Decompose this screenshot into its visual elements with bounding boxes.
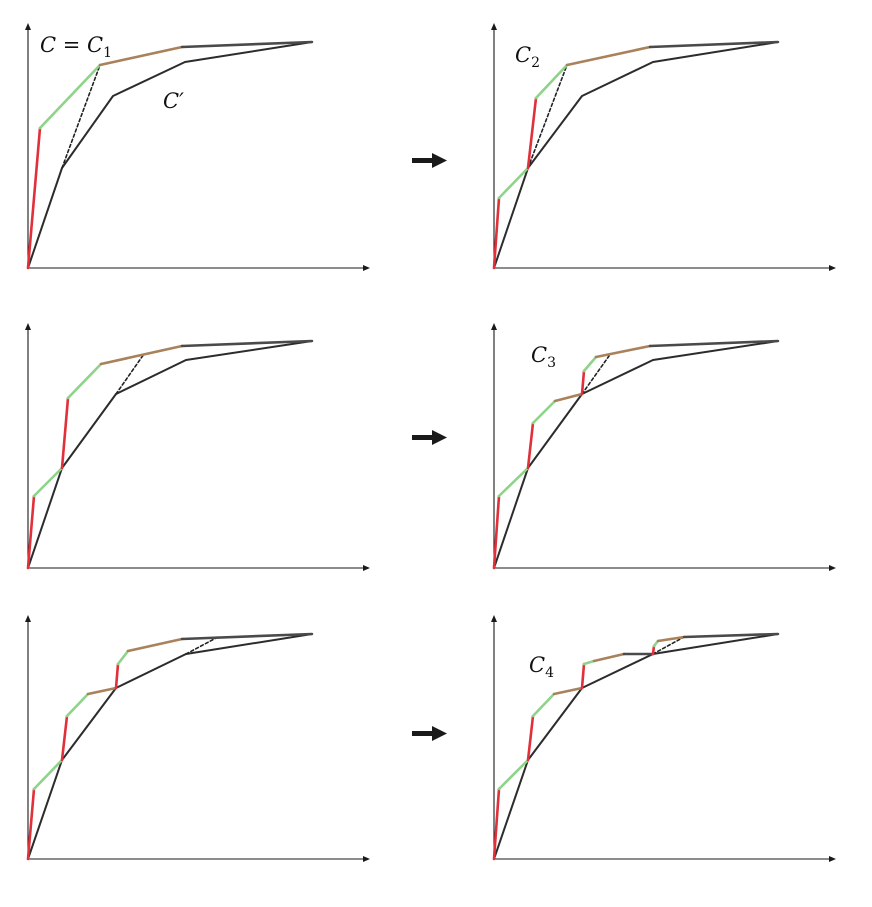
green-segment	[497, 758, 530, 791]
red-segment	[526, 714, 535, 762]
green-segment	[32, 466, 64, 498]
axes	[491, 23, 836, 271]
reference-curve	[27, 41, 313, 269]
red-segment	[651, 644, 656, 656]
reference-curve	[27, 340, 313, 569]
green-segment	[497, 166, 530, 200]
brown-segment	[552, 686, 584, 696]
red-segment	[492, 494, 501, 570]
panel-row3-right: C4	[491, 615, 836, 862]
axes	[491, 615, 836, 862]
gray-segment	[648, 339, 780, 348]
red-segment	[526, 421, 535, 470]
brown-segment	[86, 686, 118, 696]
green-segment	[116, 649, 130, 666]
green-segment	[65, 692, 90, 718]
green-segment	[32, 758, 64, 791]
red-segment	[492, 196, 501, 270]
dotted-connector	[185, 636, 219, 655]
dotted-connector	[652, 636, 685, 655]
curve-label-c1: C = C1	[40, 33, 112, 61]
panel-row1-right: C2	[491, 23, 836, 271]
brown-segment	[98, 45, 184, 67]
panel-row1-left: C = C1 C′	[25, 23, 370, 271]
axes	[25, 23, 370, 271]
axes	[25, 615, 370, 862]
dotted-connector	[61, 64, 101, 169]
dotted-connector	[115, 353, 145, 395]
curve-label-c4: C4	[529, 653, 554, 681]
red-segment	[26, 787, 36, 861]
dotted-connector	[581, 355, 610, 395]
brown-segment	[99, 344, 184, 366]
gray-segment	[180, 339, 314, 348]
right-arrow-icon	[412, 153, 447, 168]
red-segment	[492, 787, 501, 861]
brown-segment	[565, 45, 652, 67]
red-segment	[60, 396, 70, 470]
red-segment	[580, 662, 586, 690]
red-segment	[26, 126, 42, 270]
brown-segment	[553, 392, 584, 403]
curve-label-c-prime: C′	[163, 89, 184, 113]
reference-curve	[27, 633, 313, 860]
red-segment	[526, 96, 538, 170]
axes	[25, 323, 370, 571]
right-arrow-icon	[412, 430, 447, 445]
gray-segment	[180, 632, 314, 641]
brown-segment	[592, 652, 626, 663]
right-arrow-icon	[412, 726, 447, 741]
reference-curve	[493, 41, 779, 269]
panel-row2-left	[25, 323, 370, 571]
axes	[491, 323, 836, 571]
gray-segment	[180, 40, 314, 49]
red-segment	[114, 662, 120, 690]
panel-row2-right: C3	[491, 323, 836, 571]
red-segment	[26, 494, 36, 570]
green-segment	[38, 63, 102, 130]
curve-label-c3: C3	[531, 343, 556, 371]
dotted-connector	[527, 64, 568, 169]
red-segment	[60, 714, 69, 762]
panel-row3-left	[25, 615, 370, 862]
green-segment	[66, 362, 103, 400]
gray-segment	[682, 632, 780, 639]
brown-segment	[656, 635, 686, 643]
green-segment	[531, 399, 557, 425]
green-segment	[534, 63, 569, 100]
curve-label-c2: C2	[515, 43, 540, 71]
green-segment	[582, 355, 598, 373]
green-segment	[497, 466, 530, 498]
brown-segment	[126, 637, 184, 653]
red-segment	[580, 369, 586, 396]
gray-segment	[648, 40, 780, 49]
green-segment	[531, 692, 556, 718]
green-segment	[582, 659, 596, 666]
reference-curve	[493, 340, 779, 569]
brown-segment	[594, 344, 652, 359]
